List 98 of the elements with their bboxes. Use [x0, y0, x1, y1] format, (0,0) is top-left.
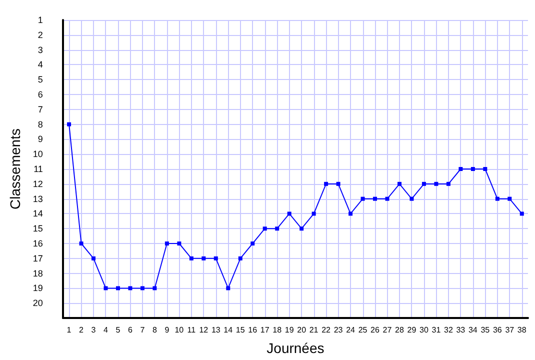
x-tick-label: 26 — [370, 326, 380, 334]
point — [446, 182, 450, 186]
x-axis-title: Journées — [266, 340, 324, 356]
x-tick-label: 15 — [236, 326, 246, 334]
x-tick-label: 5 — [116, 326, 121, 334]
point — [324, 182, 328, 186]
point — [520, 212, 524, 216]
x-tick-label: 2 — [79, 326, 84, 334]
x-tick-label: 14 — [224, 326, 234, 334]
x-tick-label: 31 — [432, 326, 442, 334]
x-tick-label: 19 — [284, 326, 294, 334]
point — [287, 212, 292, 216]
y-tick-label: 3 — [38, 44, 43, 55]
point — [336, 182, 340, 186]
y-tick-label: 11 — [34, 164, 43, 174]
point — [67, 122, 72, 126]
y-tick-label: 19 — [32, 283, 43, 294]
x-tick-label: 4 — [104, 326, 109, 334]
point — [458, 167, 463, 171]
y-tick-label: 16 — [32, 238, 43, 248]
point — [312, 212, 316, 216]
point — [348, 212, 353, 216]
y-tick-label: 9 — [38, 134, 43, 144]
point — [140, 286, 144, 290]
x-tick-label: 12 — [199, 326, 209, 334]
x-tick-label: 22 — [322, 326, 332, 334]
point — [373, 196, 378, 201]
point — [385, 196, 390, 201]
y-tick-label: 17 — [32, 253, 43, 264]
y-tick-label: 4 — [38, 60, 43, 70]
x-tick-label: 32 — [444, 326, 454, 334]
y-tick-label: 12 — [32, 178, 43, 189]
x-tick-label: 33 — [456, 326, 466, 334]
y-tick-label: 13 — [32, 194, 43, 204]
x-tick-label: 24 — [346, 326, 356, 334]
x-tick-label: 18 — [272, 326, 282, 334]
point — [128, 286, 132, 290]
y-tick-label: 18 — [32, 268, 43, 278]
y-tick-label: 1 — [38, 15, 43, 25]
point — [250, 242, 255, 246]
y-tick-label: 20 — [32, 298, 43, 308]
x-tick-label: 23 — [334, 326, 344, 334]
point — [470, 167, 475, 171]
x-tick-label: 38 — [517, 326, 527, 334]
x-tick-label: 37 — [505, 326, 515, 334]
point — [104, 286, 108, 290]
point — [397, 182, 402, 186]
y-tick-label: 15 — [32, 224, 43, 234]
point — [79, 242, 84, 246]
x-tick-label: 16 — [248, 326, 258, 334]
point — [434, 182, 438, 186]
x-tick-label: 36 — [492, 326, 502, 334]
point — [202, 256, 206, 260]
x-tick-label: 7 — [140, 326, 146, 334]
y-tick-label: 5 — [38, 74, 43, 85]
x-tick-label: 29 — [407, 326, 417, 334]
x-tick-label: 25 — [358, 326, 368, 334]
x-tick-label: 10 — [174, 326, 184, 334]
x-tick-label: 9 — [164, 326, 170, 334]
point — [177, 242, 182, 246]
y-tick-label: 7 — [38, 104, 43, 114]
y-axis-title: Classements — [7, 128, 23, 210]
point — [116, 286, 120, 290]
point — [300, 226, 304, 231]
point — [164, 242, 169, 246]
x-tick-label: 28 — [395, 326, 404, 334]
y-tick-label: 10 — [32, 149, 43, 160]
point — [422, 182, 426, 186]
x-tick-label: 13 — [211, 326, 221, 334]
x-tick-label: 6 — [128, 326, 133, 334]
point — [508, 196, 512, 201]
point — [495, 196, 500, 201]
point — [226, 286, 230, 290]
x-tick-label: 27 — [382, 326, 392, 334]
point — [189, 256, 194, 260]
x-tick-label: 35 — [480, 326, 490, 334]
y-tick-label: 6 — [38, 90, 43, 100]
x-tick-label: 30 — [420, 326, 429, 334]
y-tick-label: 14 — [32, 208, 43, 219]
point — [152, 286, 157, 290]
x-tick-label: 3 — [91, 326, 96, 334]
y-tick-label: 2 — [38, 30, 43, 40]
x-tick-label: 34 — [468, 326, 478, 334]
point — [262, 226, 267, 231]
x-tick-label: 17 — [260, 326, 270, 334]
point — [238, 256, 242, 260]
x-tick-label: 11 — [187, 326, 196, 334]
x-tick-label: 21 — [309, 326, 319, 334]
point — [214, 256, 218, 260]
point — [483, 167, 488, 171]
x-tick-label: 1 — [66, 326, 72, 334]
point — [92, 256, 96, 260]
x-tick-label: 20 — [297, 326, 307, 334]
point — [360, 196, 365, 201]
x-tick-label: 8 — [152, 326, 158, 334]
y-tick-label: 8 — [38, 119, 43, 130]
point — [275, 226, 280, 231]
point — [410, 196, 414, 201]
